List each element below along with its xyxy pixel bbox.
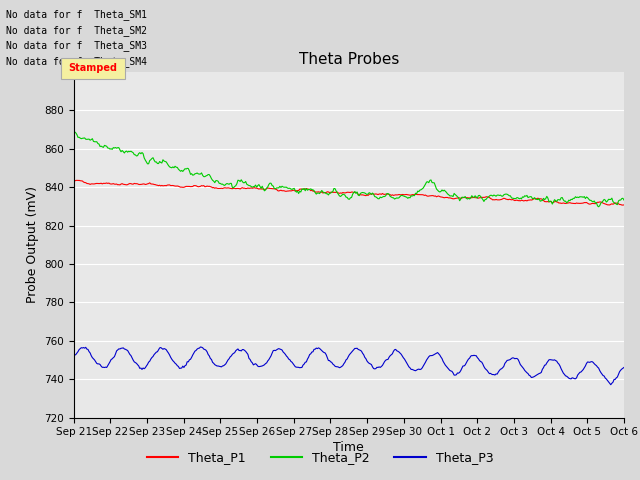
Theta_P3 bbox=[620, 364, 628, 370]
Theta_P1 bbox=[73, 178, 81, 183]
Theta_P3 bbox=[399, 353, 406, 359]
Theta_P2 bbox=[335, 193, 343, 199]
Text: No data for f  Theta_SM4: No data for f Theta_SM4 bbox=[6, 56, 147, 67]
Theta_P3 bbox=[335, 365, 343, 371]
Text: No data for f  Theta_SM3: No data for f Theta_SM3 bbox=[6, 40, 147, 51]
Text: Stamped: Stamped bbox=[68, 63, 117, 73]
Text: No data for f  Theta_SM2: No data for f Theta_SM2 bbox=[6, 24, 147, 36]
Title: Theta Probes: Theta Probes bbox=[299, 52, 399, 67]
Theta_P1 bbox=[619, 202, 627, 208]
Theta_P2 bbox=[70, 129, 77, 135]
Theta_P3 bbox=[369, 364, 376, 370]
X-axis label: Time: Time bbox=[333, 442, 364, 455]
Theta_P2 bbox=[620, 197, 628, 203]
Theta_P3 bbox=[607, 382, 614, 387]
Theta_P2 bbox=[595, 204, 602, 210]
Theta_P1 bbox=[332, 190, 340, 195]
Legend: Theta_P1, Theta_P2, Theta_P3: Theta_P1, Theta_P2, Theta_P3 bbox=[141, 446, 499, 469]
Theta_P1 bbox=[369, 191, 376, 197]
Line: Theta_P1: Theta_P1 bbox=[74, 180, 624, 205]
Text: No data for f  Theta_SM1: No data for f Theta_SM1 bbox=[6, 9, 147, 20]
Theta_P2 bbox=[609, 199, 617, 204]
Theta_P2 bbox=[522, 193, 530, 199]
Theta_P1 bbox=[608, 201, 616, 207]
Line: Theta_P2: Theta_P2 bbox=[74, 132, 624, 207]
Theta_P3 bbox=[70, 354, 77, 360]
Theta_P2 bbox=[71, 129, 79, 135]
Theta_P2 bbox=[369, 190, 376, 196]
Theta_P1 bbox=[620, 202, 628, 208]
Theta_P1 bbox=[522, 198, 530, 204]
Line: Theta_P3: Theta_P3 bbox=[74, 347, 624, 384]
Theta_P2 bbox=[399, 192, 406, 198]
Theta_P1 bbox=[335, 191, 343, 196]
Theta_P3 bbox=[522, 369, 530, 374]
Y-axis label: Probe Output (mV): Probe Output (mV) bbox=[26, 186, 38, 303]
Theta_P2 bbox=[332, 188, 340, 194]
Theta_P3 bbox=[609, 379, 617, 385]
Theta_P3 bbox=[196, 344, 204, 350]
Theta_P3 bbox=[332, 364, 340, 370]
Theta_P1 bbox=[399, 192, 406, 197]
Theta_P1 bbox=[70, 178, 77, 184]
